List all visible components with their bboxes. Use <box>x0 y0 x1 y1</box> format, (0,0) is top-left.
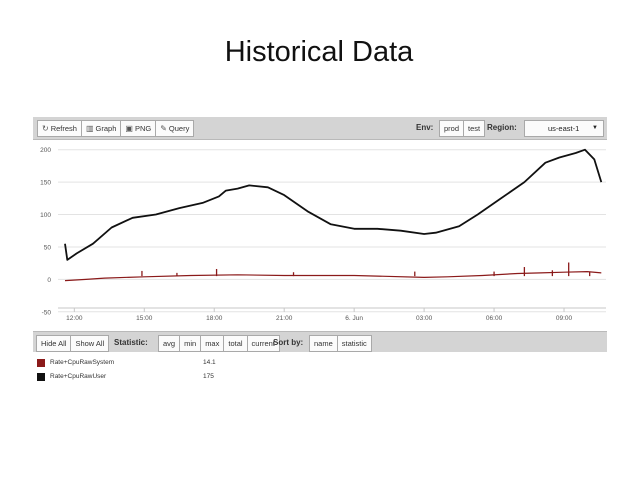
y-tick-label: 150 <box>40 180 51 187</box>
legend-series-value: 175 <box>203 373 214 380</box>
y-tick-label: -50 <box>42 309 52 316</box>
env-option-test[interactable]: test <box>463 120 486 137</box>
visibility-controls: Hide All Show All <box>36 335 110 352</box>
sort-options: name statistic <box>309 335 372 352</box>
toolbar-actions: ↻ Refresh ▥ Graph ▣ PNG ✎ Query <box>37 120 195 137</box>
slide-title: Historical Data <box>224 36 414 68</box>
bar-chart-icon: ▥ <box>85 124 94 133</box>
legend-series-name: Rate+CpuRawUser <box>50 373 107 380</box>
y-tick-label: 100 <box>40 212 51 219</box>
query-label: Query <box>168 124 190 133</box>
legend-series-value: 14.1 <box>203 359 216 366</box>
show-all-button[interactable]: Show All <box>70 335 110 352</box>
hide-all-button[interactable]: Hide All <box>36 335 72 352</box>
x-tick-label: 18:00 <box>206 315 223 322</box>
image-icon: ▣ <box>125 124 133 133</box>
x-tick-label: 21:00 <box>276 315 293 322</box>
chart-toolbar: ↻ Refresh ▥ Graph ▣ PNG ✎ Query Env: prod te… <box>33 117 607 140</box>
region-value: us-east-1 <box>548 124 580 133</box>
x-tick-label: 03:00 <box>416 315 433 322</box>
y-tick-label: 200 <box>40 147 51 154</box>
refresh-icon: ↻ <box>42 124 49 133</box>
env-option-prod[interactable]: prod <box>439 120 465 137</box>
series-line-user <box>64 148 603 261</box>
png-label: PNG <box>134 124 152 133</box>
graph-label: Graph <box>95 124 117 133</box>
statistic-label: Statistic: <box>114 338 148 347</box>
series-swatch <box>37 373 45 381</box>
series-line-system <box>64 271 602 282</box>
time-series-chart: 200 150 100 50 0 -50 12:00 15:00 18:00 21:00 6. Ju… <box>40 147 606 322</box>
statistic-option-max[interactable]: max <box>200 335 225 352</box>
sort-option-name[interactable]: name <box>309 335 338 352</box>
png-button[interactable]: ▣ PNG <box>120 120 157 137</box>
query-button[interactable]: ✎ Query <box>155 120 195 137</box>
env-label: Env: <box>416 123 434 132</box>
statistic-options: avg min max total current <box>158 335 280 352</box>
region-select[interactable]: us-east-1 ▼ <box>524 120 604 137</box>
region-label: Region: <box>487 123 517 132</box>
y-tick-label: 50 <box>44 244 52 251</box>
statistic-option-total[interactable]: total <box>223 335 248 352</box>
sort-by-label: Sort by: <box>273 338 304 347</box>
y-tick-label: 0 <box>47 277 51 284</box>
series-swatch <box>37 359 45 367</box>
x-tick-label: 06:00 <box>486 315 503 322</box>
statistic-option-avg[interactable]: avg <box>158 335 181 352</box>
x-tick-label: 09:00 <box>556 315 573 322</box>
statistic-option-min[interactable]: min <box>179 335 202 352</box>
x-tick-label: 6. Jun <box>345 315 363 322</box>
statistic-option-current[interactable]: current <box>246 335 280 352</box>
pencil-icon: ✎ <box>160 124 167 133</box>
chevron-down-icon: ▼ <box>592 125 598 131</box>
env-toggle: prod test <box>439 120 486 137</box>
legend-series-name: Rate+CpuRawSystem <box>50 359 115 366</box>
sort-option-statistic[interactable]: statistic <box>336 335 372 352</box>
x-tick-label: 15:00 <box>136 315 153 322</box>
refresh-label: Refresh <box>50 124 77 133</box>
x-tick-label: 12:00 <box>66 315 83 322</box>
legend-controls-bar: Hide All Show All Statistic: avg min max… <box>33 331 607 352</box>
refresh-button[interactable]: ↻ Refresh <box>37 120 82 137</box>
graph-button[interactable]: ▥ Graph <box>80 120 122 137</box>
